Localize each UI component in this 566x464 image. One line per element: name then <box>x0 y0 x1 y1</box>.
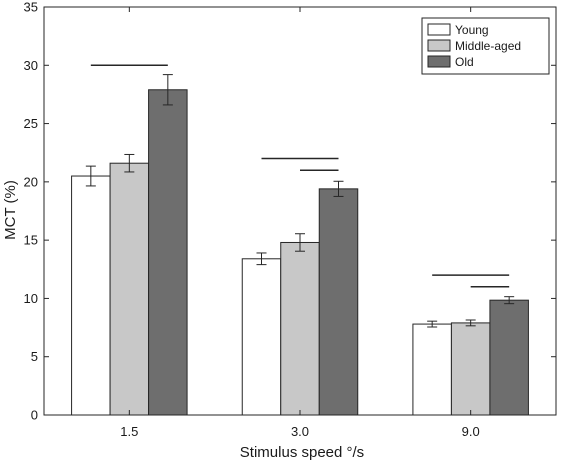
legend-swatch <box>427 39 451 52</box>
x-tick-label: 9.0 <box>462 424 480 439</box>
legend-swatch <box>427 23 451 36</box>
error-bars-layer <box>85 74 515 328</box>
y-tick-label: 25 <box>24 116 38 131</box>
y-tick-label: 10 <box>24 291 38 306</box>
significance-lines-layer <box>90 64 510 288</box>
bar <box>412 323 452 416</box>
y-axis-ticks: 0 5 10 15 20 25 30 35 <box>24 0 556 423</box>
y-axis-label: MCT (%) <box>2 180 19 240</box>
y-tick-label: 15 <box>24 233 38 248</box>
bar <box>280 241 320 416</box>
y-tick-label: 5 <box>31 349 38 364</box>
x-axis-label: Stimulus speed °/s <box>240 444 364 461</box>
bars-layer <box>71 89 529 416</box>
legend-label: Old <box>455 55 474 69</box>
x-tick-label: 3.0 <box>291 424 309 439</box>
bar <box>318 188 359 416</box>
bar <box>71 175 111 416</box>
legend-label: Young <box>455 23 489 37</box>
legend-label: Middle-aged <box>455 39 521 53</box>
y-tick-label: 0 <box>31 408 38 423</box>
bar <box>148 89 188 416</box>
y-tick-label: 30 <box>24 58 38 73</box>
x-axis-ticks: 1.5 3.0 9.0 <box>120 7 480 439</box>
bar <box>450 322 491 416</box>
bar <box>241 258 282 416</box>
y-tick-label: 20 <box>24 174 38 189</box>
bar <box>489 299 529 416</box>
x-tick-label: 1.5 <box>120 424 138 439</box>
legend: Young Middle-aged Old <box>421 17 550 75</box>
legend-swatch <box>427 55 451 68</box>
bar <box>109 162 150 416</box>
y-tick-label: 35 <box>24 0 38 15</box>
